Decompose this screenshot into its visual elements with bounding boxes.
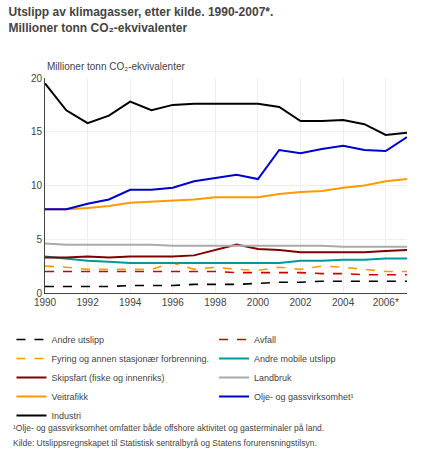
svg-text:1998: 1998	[204, 297, 227, 308]
svg-text:5: 5	[36, 234, 42, 245]
svg-text:1990: 1990	[34, 297, 57, 308]
svg-text:2006*: 2006*	[373, 297, 399, 308]
svg-text:Andre utslipp: Andre utslipp	[51, 335, 104, 345]
svg-text:2002: 2002	[289, 297, 312, 308]
svg-text:1992: 1992	[76, 297, 99, 308]
svg-text:Landbruk: Landbruk	[254, 373, 292, 383]
svg-text:1994: 1994	[119, 297, 142, 308]
svg-text:1996: 1996	[162, 297, 185, 308]
svg-text:2004: 2004	[332, 297, 355, 308]
svg-text:20: 20	[31, 73, 43, 84]
svg-text:¹Olje- og gassvirksomhet omfat: ¹Olje- og gassvirksomhet omfatter både o…	[13, 423, 324, 433]
svg-text:Industri: Industri	[51, 411, 81, 421]
svg-text:Andre mobile utslipp: Andre mobile utslipp	[254, 354, 336, 364]
svg-text:10: 10	[31, 180, 43, 191]
svg-text:Millioner tonn CO₂-ekvivalente: Millioner tonn CO₂-ekvivalenter	[47, 61, 185, 72]
svg-text:15: 15	[31, 126, 43, 137]
svg-text:2000: 2000	[247, 297, 270, 308]
svg-text:Olje- og gassvirksomhet¹: Olje- og gassvirksomhet¹	[254, 392, 354, 402]
svg-text:Avfall: Avfall	[254, 335, 276, 345]
svg-text:Utslipp av klimagasser, etter: Utslipp av klimagasser, etter kilde. 199…	[9, 5, 274, 35]
svg-text:0: 0	[36, 288, 42, 299]
svg-text:Skipsfart (fiske og innenriks): Skipsfart (fiske og innenriks)	[51, 373, 164, 383]
svg-text:Kilde: Utslippsregnskapet til: Kilde: Utslippsregnskapet til Statistisk…	[13, 438, 317, 448]
svg-text:Fyring og annen stasjonær forb: Fyring og annen stasjonær forbrenning.	[51, 354, 209, 364]
svg-text:Veitrafikk: Veitrafikk	[51, 392, 88, 402]
